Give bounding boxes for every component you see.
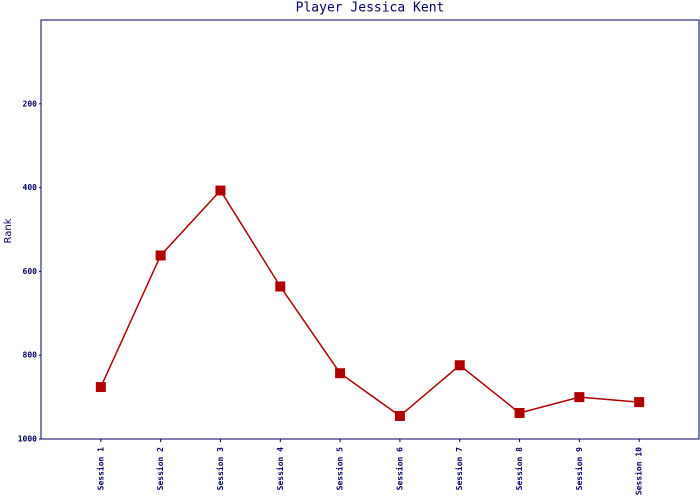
y-tick-label: 800 — [23, 351, 38, 360]
x-tick-label: Session 8 — [514, 447, 524, 491]
marker — [335, 368, 346, 379]
marker — [155, 250, 166, 261]
x-tick-label: Session 4 — [275, 447, 285, 491]
marker — [215, 185, 226, 196]
chart-title: Player Jessica Kent — [296, 1, 445, 16]
y-tick-label: 200 — [23, 99, 38, 108]
x-tick-label: Session 3 — [215, 447, 225, 491]
x-tick-label: Session 5 — [335, 447, 345, 491]
marker — [634, 397, 645, 408]
y-tick-label: 1000 — [18, 435, 37, 444]
y-tick-label: 400 — [23, 183, 38, 192]
marker — [275, 281, 286, 292]
plot-frame — [40, 19, 700, 440]
marker — [394, 410, 405, 421]
x-tick-label: Session 6 — [394, 447, 404, 491]
x-tick-label: Session 10 — [634, 447, 644, 495]
line — [100, 189, 640, 417]
marker — [454, 360, 465, 371]
marker — [514, 408, 525, 419]
marker — [95, 382, 106, 393]
x-tick-label: Session 7 — [454, 447, 464, 491]
y-tick-label: 600 — [23, 267, 38, 276]
x-tick-label: Session 2 — [155, 447, 165, 491]
x-tick-label: Session 1 — [95, 447, 105, 491]
marker — [574, 392, 585, 403]
y-axis-label: Rank — [3, 218, 14, 243]
x-tick-label: Session 9 — [574, 447, 584, 491]
